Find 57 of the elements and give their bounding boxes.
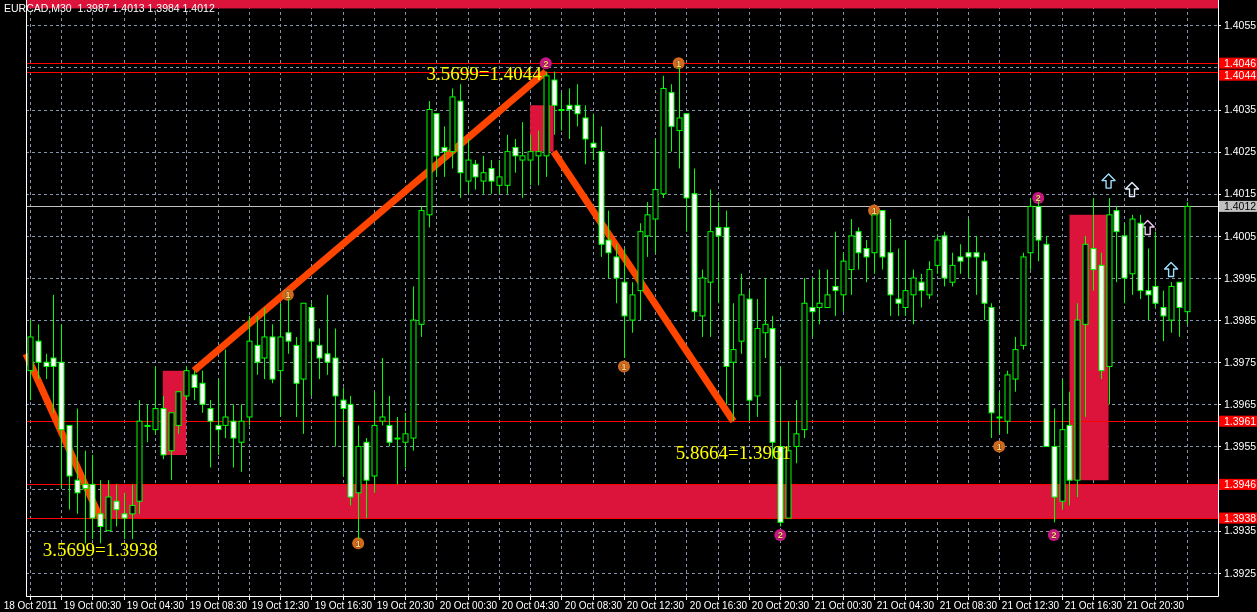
text: 2 — [1051, 529, 1057, 541]
x-tick-label: 19 Oct 04:30 — [126, 600, 185, 611]
point — [1124, 181, 1140, 198]
x-tick-label: 19 Oct 00:30 — [63, 600, 122, 611]
x-tick-label: 21 Oct 16:30 — [1064, 600, 1123, 611]
series-label: 2 — [1035, 192, 1041, 204]
candlestick — [590, 113, 597, 161]
y-tick-label: 1.4025 — [1224, 145, 1257, 158]
y-tick-label: 1.3955 — [1224, 440, 1257, 453]
x-tick-label: 19 Oct 08:30 — [189, 600, 248, 611]
x-tick-label: 18 Oct 2011 — [3, 600, 58, 611]
ref-line-label: 1.3961 — [1224, 414, 1257, 427]
x-tick-label: 20 Oct 12:30 — [626, 600, 685, 611]
y-tick-label: 1.4035 — [1224, 103, 1257, 116]
x-tick-label: 21 Oct 12:30 — [1001, 600, 1060, 611]
x-tick-label: 20 Oct 20:30 — [751, 600, 810, 611]
annotation: 3.5699=1.3938 — [42, 539, 158, 561]
x-tick-label: 21 Oct 20:30 — [1126, 600, 1185, 611]
ref-line-label: 1.4012 — [1224, 200, 1257, 213]
text: 1 — [355, 537, 361, 549]
ref-line-label: 1.4046 — [1224, 56, 1257, 69]
y-tick-label: 1.4015 — [1224, 187, 1257, 200]
candlestick — [207, 399, 214, 469]
x-tick-label: 20 Oct 00:30 — [439, 600, 498, 611]
candlestick — [613, 243, 620, 304]
x-tick-label: 20 Oct 16:30 — [689, 600, 748, 611]
text: 1 — [676, 57, 682, 69]
y-tick-label: 1.3935 — [1224, 524, 1257, 537]
x-tick-label: 21 Oct 08:30 — [939, 600, 998, 611]
y-tick-label: 1.3965 — [1224, 398, 1257, 411]
point — [1163, 261, 1179, 278]
y-tick-label: 1.3925 — [1224, 566, 1257, 579]
y-tick-label: 1.3995 — [1224, 271, 1257, 284]
point — [1101, 173, 1116, 189]
x-tick-label: 20 Oct 04:30 — [501, 600, 560, 611]
x-tick-label: 20 Oct 08:30 — [564, 600, 623, 611]
text: 2 — [543, 57, 549, 69]
x-tick-label: 19 Oct 16:30 — [314, 600, 373, 611]
y-tick-label: 1.3985 — [1224, 313, 1257, 326]
text: 1 — [285, 289, 291, 301]
ref-line-label: 1.3946 — [1224, 478, 1257, 491]
series-label: 1 — [996, 440, 1003, 452]
x-tick-label: 19 Oct 12:30 — [251, 600, 310, 611]
candlestick — [793, 399, 800, 464]
ref-line-label: 1.3938 — [1224, 511, 1257, 524]
y-tick-label: 1.4055 — [1224, 18, 1257, 31]
candlestick — [379, 357, 386, 426]
x-tick-label: 19 Oct 20:30 — [376, 600, 435, 611]
candlestick — [582, 104, 589, 165]
text: 1 — [871, 205, 877, 217]
y-tick-label: 1.4005 — [1224, 229, 1257, 242]
x-tick-label: 21 Oct 04:30 — [876, 600, 935, 611]
text: 1 — [621, 360, 627, 372]
y-tick-label: 1.3975 — [1224, 355, 1257, 368]
ref-line-label: 1.4044 — [1224, 68, 1257, 81]
text: 2 — [777, 529, 783, 541]
x-tick-label: 21 Oct 00:30 — [814, 600, 873, 611]
